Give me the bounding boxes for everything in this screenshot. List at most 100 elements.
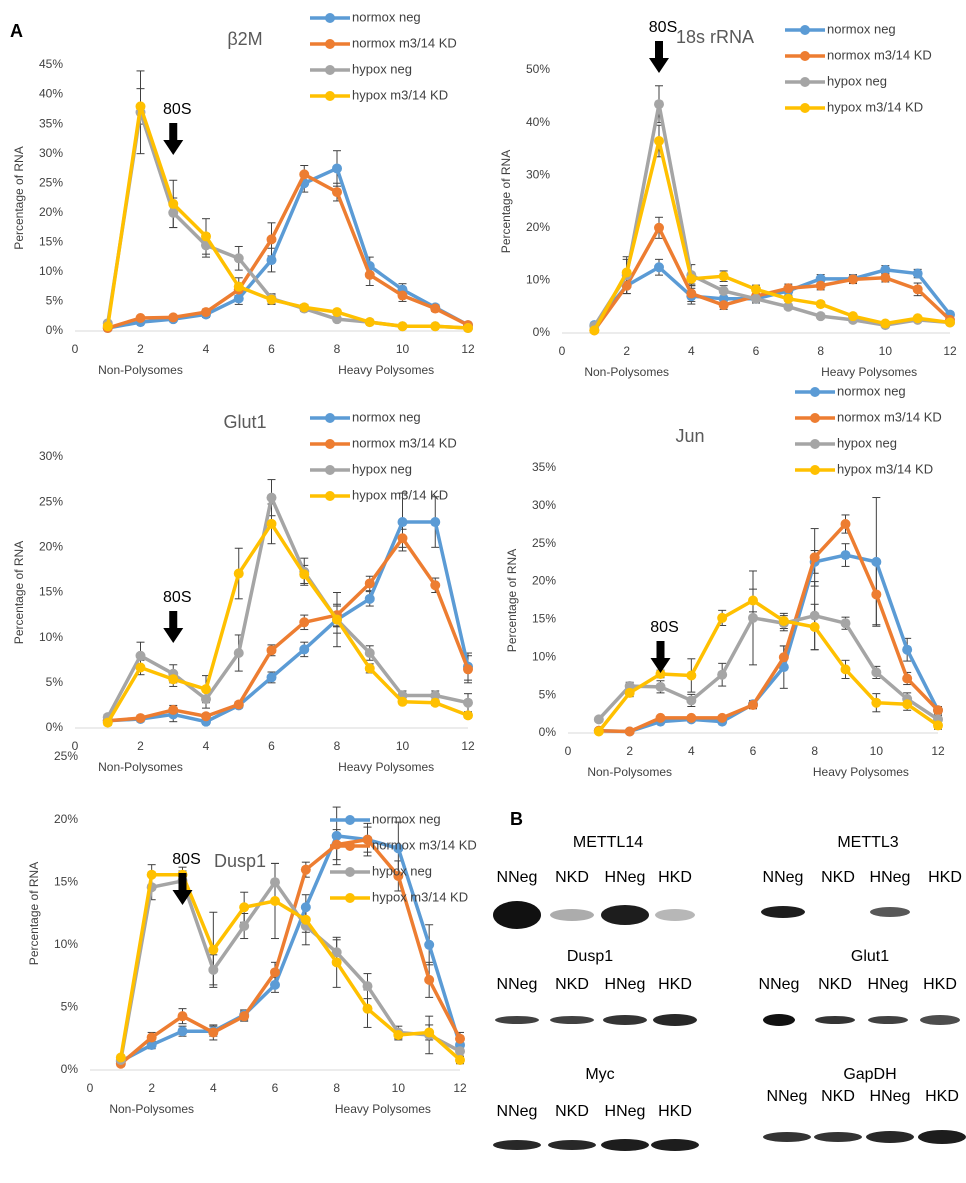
series-marker	[654, 223, 664, 233]
series-marker	[267, 672, 277, 682]
series-marker	[717, 713, 727, 723]
y-tick-label: 30%	[532, 498, 556, 512]
legend-label: normox neg	[827, 21, 896, 36]
y-tick-label: 25%	[532, 536, 556, 550]
x-tick-label: 12	[943, 344, 957, 358]
x-tick-label: 2	[137, 739, 144, 753]
lane-label: HNeg	[605, 976, 646, 993]
series-marker	[398, 533, 408, 543]
y-tick-label: 5%	[46, 294, 64, 308]
lane-label: NNeg	[497, 976, 538, 993]
series-marker	[717, 613, 727, 623]
blot-title: METTL14	[573, 834, 643, 851]
legend-label: hypox neg	[352, 461, 412, 476]
series-marker	[147, 1032, 157, 1042]
chart-title: β2M	[227, 29, 262, 49]
series-marker	[686, 289, 696, 299]
lane-label: NKD	[818, 976, 852, 993]
lane-label: NNeg	[763, 869, 804, 886]
series-marker	[365, 594, 375, 604]
legend-marker	[800, 25, 810, 35]
series-marker	[239, 902, 249, 912]
x-annotation: Heavy Polysomes	[821, 365, 917, 379]
series-marker	[816, 299, 826, 309]
series-marker	[748, 613, 758, 623]
x-annotation: Heavy Polysomes	[813, 765, 909, 779]
series-marker	[365, 270, 375, 280]
series-marker	[686, 713, 696, 723]
series-marker	[208, 1027, 218, 1037]
blot-band	[815, 1016, 855, 1024]
x-tick-label: 2	[137, 342, 144, 356]
legend-marker	[325, 13, 335, 23]
legend-marker	[345, 867, 355, 877]
blot-band	[550, 1016, 594, 1024]
series-marker	[267, 255, 277, 265]
series-marker	[594, 714, 604, 724]
series-marker	[841, 664, 851, 674]
series-marker	[424, 1027, 434, 1037]
lane-label: HKD	[658, 1103, 692, 1120]
series-marker	[594, 726, 604, 736]
legend-marker	[800, 77, 810, 87]
series-marker	[430, 304, 440, 314]
series-marker	[398, 517, 408, 527]
legend-marker	[810, 439, 820, 449]
blot-title: Dusp1	[567, 948, 613, 965]
series-marker	[332, 831, 342, 841]
blot-band	[493, 1140, 541, 1150]
series-marker	[267, 234, 277, 244]
series-marker	[201, 231, 211, 241]
x-tick-label: 12	[461, 342, 475, 356]
y-tick-label: 20%	[532, 574, 556, 588]
series-marker	[625, 688, 635, 698]
y-tick-label: 10%	[532, 649, 556, 663]
series-marker	[332, 187, 342, 197]
series-marker	[234, 648, 244, 658]
series-marker	[398, 697, 408, 707]
x-annotation: Non-Polysomes	[109, 1102, 194, 1116]
panel-label: A	[10, 21, 23, 41]
chart-title: 18s rRNA	[676, 27, 754, 47]
legend-label: normox neg	[352, 9, 421, 24]
annotation: 80S	[163, 101, 191, 118]
legend-marker	[325, 439, 335, 449]
legend-label: hypox neg	[372, 863, 432, 878]
x-tick-label: 12	[453, 1081, 467, 1095]
y-tick-label: 20%	[54, 812, 78, 826]
series-marker	[430, 517, 440, 527]
series-marker	[301, 915, 311, 925]
series-marker	[871, 557, 881, 567]
series-marker	[136, 313, 146, 323]
y-tick-label: 50%	[526, 62, 550, 76]
y-tick-label: 5%	[46, 675, 64, 689]
legend-marker	[810, 465, 820, 475]
lane-label: NNeg	[497, 1103, 538, 1120]
series-marker	[201, 307, 211, 317]
lane-label: NKD	[555, 976, 589, 993]
series-line	[108, 538, 468, 720]
legend-label: hypox neg	[352, 61, 412, 76]
series-marker	[748, 596, 758, 606]
series-marker	[201, 684, 211, 694]
y-tick-label: 25%	[39, 494, 63, 508]
legend-marker	[325, 91, 335, 101]
series-marker	[871, 698, 881, 708]
legend-marker	[345, 815, 355, 825]
legend-label: hypox m3/14 KD	[837, 461, 933, 476]
series-marker	[299, 617, 309, 627]
series-marker	[913, 269, 923, 279]
blot-band	[603, 1015, 647, 1025]
x-annotation: Non-Polysomes	[587, 765, 672, 779]
series-marker	[654, 136, 664, 146]
y-tick-label: 45%	[39, 57, 63, 71]
series-marker	[810, 552, 820, 562]
series-marker	[719, 286, 729, 296]
series-marker	[136, 651, 146, 661]
x-tick-label: 0	[565, 744, 572, 758]
y-tick-label: 20%	[39, 540, 63, 554]
series-marker	[267, 645, 277, 655]
lane-label: NKD	[555, 869, 589, 886]
annotation: 80S	[163, 589, 191, 606]
series-marker	[270, 877, 280, 887]
